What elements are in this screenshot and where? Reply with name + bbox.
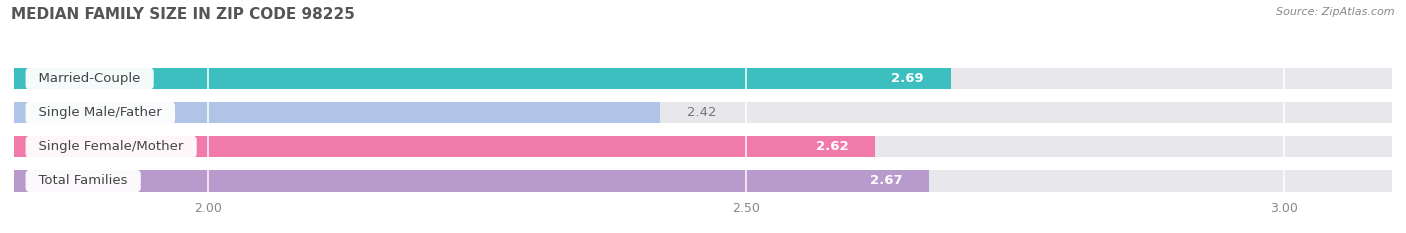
Text: Total Families: Total Families (30, 175, 136, 188)
Text: Married-Couple: Married-Couple (30, 72, 149, 85)
Bar (14, 102, 659, 123)
Bar (14, 170, 1392, 192)
Bar (14, 68, 1392, 89)
Bar (14, 136, 875, 158)
Text: 2.62: 2.62 (815, 140, 848, 153)
Bar (14, 136, 1392, 158)
Text: 2.67: 2.67 (869, 175, 903, 188)
Text: Single Male/Father: Single Male/Father (30, 106, 170, 119)
Bar (14, 170, 929, 192)
Bar (14, 68, 950, 89)
Text: 2.42: 2.42 (688, 106, 716, 119)
Text: Single Female/Mother: Single Female/Mother (30, 140, 193, 153)
Text: Source: ZipAtlas.com: Source: ZipAtlas.com (1277, 7, 1395, 17)
Text: MEDIAN FAMILY SIZE IN ZIP CODE 98225: MEDIAN FAMILY SIZE IN ZIP CODE 98225 (11, 7, 356, 22)
Text: 2.69: 2.69 (891, 72, 924, 85)
Bar (14, 102, 1392, 123)
